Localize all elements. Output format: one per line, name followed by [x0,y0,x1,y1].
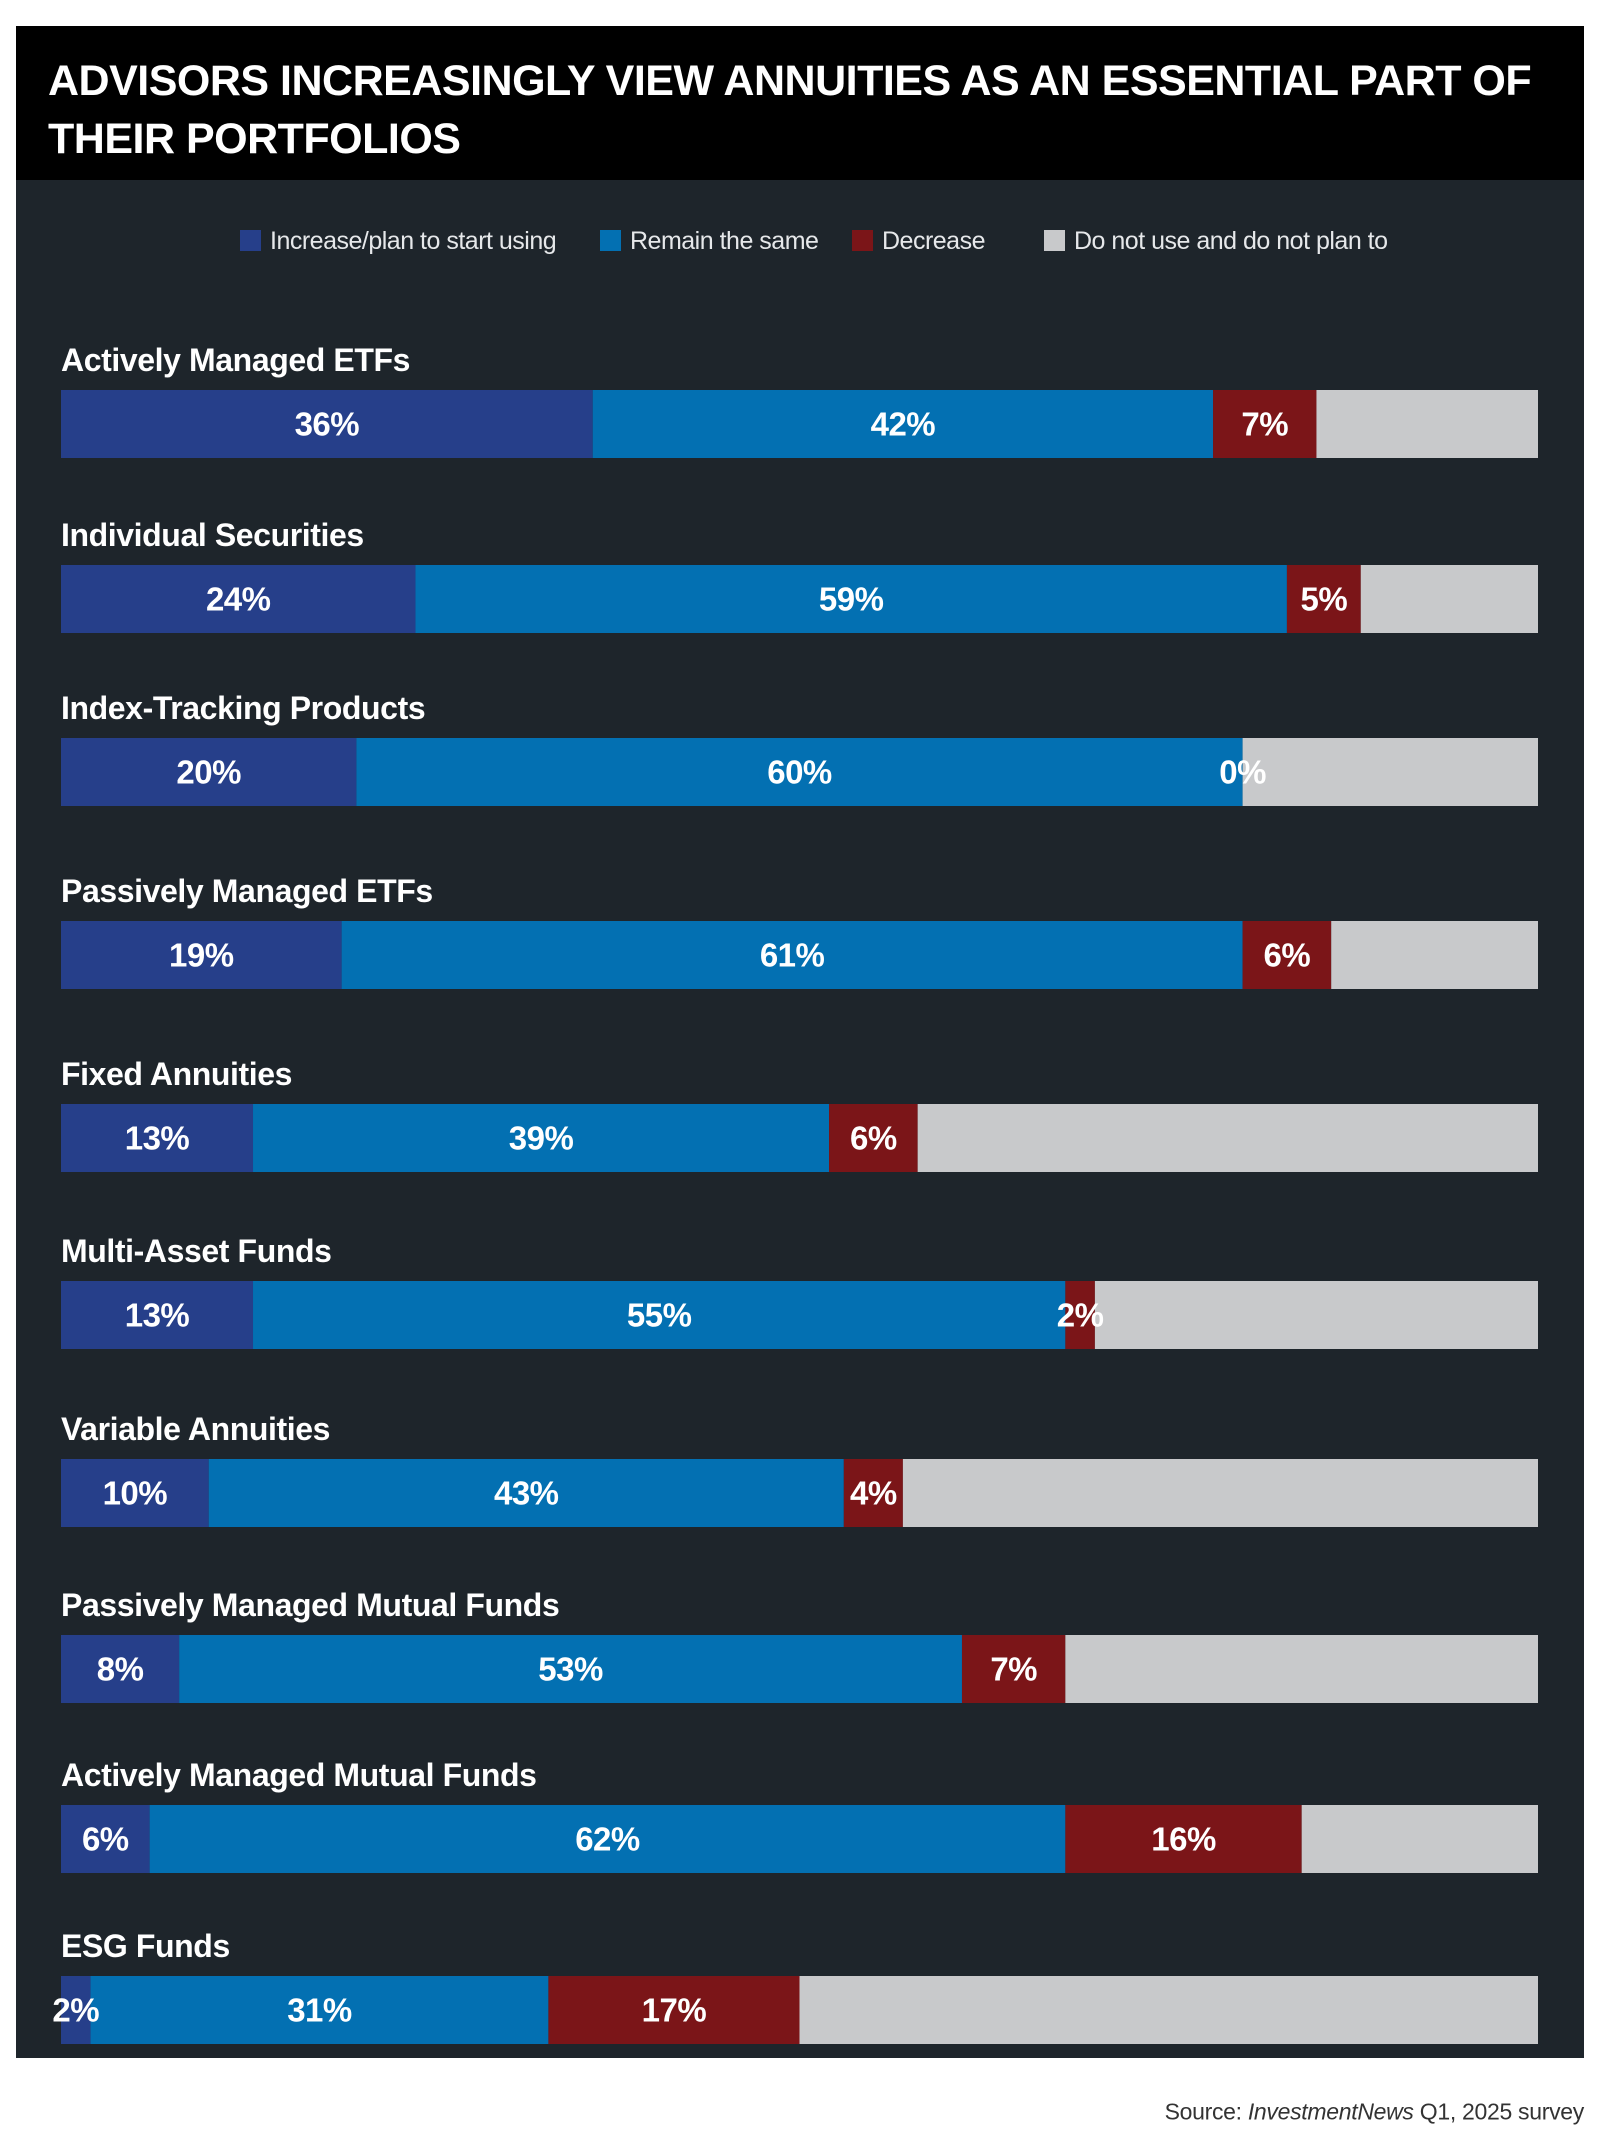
data-label: 4% [850,1475,897,1512]
source-publication: InvestmentNews [1247,2098,1414,2125]
legend-label: Do not use and do not plan to [1074,227,1388,255]
legend-swatch [1044,230,1065,251]
bar-segment [1242,738,1538,806]
chart-panel: Increase/plan to start using Remain the s… [16,180,1584,2058]
source-note: Source: InvestmentNews Q1, 2025 survey [1164,2098,1585,2126]
data-label: 61% [760,937,825,974]
chart-title: ADVISORS INCREASINGLY VIEW ANNUITIES AS … [48,57,1532,163]
bar-segment [1213,390,1317,458]
bar-segment [829,1104,918,1172]
bar-segment [61,738,357,806]
category-label: Individual Securities [61,517,364,553]
bar-segment [1094,1281,1538,1349]
legend-label: Remain the same [630,227,818,255]
bar-segment [356,738,1243,806]
category-label: Actively Managed ETFs [61,342,410,378]
category-label: Actively Managed Mutual Funds [61,1757,537,1793]
bar-segment [149,1805,1066,1873]
stacked-bar-chart: Increase/plan to start using Remain the s… [52,227,1538,2044]
data-label: 13% [125,1297,190,1334]
data-label: 53% [538,1651,603,1688]
bar-segment [1360,565,1538,633]
bar-segment [61,921,342,989]
category-label: Multi-Asset Funds [61,1233,332,1269]
source-suffix: Q1, 2025 survey [1419,2098,1585,2125]
data-label: 10% [103,1475,168,1512]
data-label: 2% [52,1992,99,2029]
bar-segment [61,565,416,633]
bar-segment [1331,921,1538,989]
bar-segment [61,1976,91,2044]
legend-label: Decrease [882,227,985,255]
data-label: 42% [871,406,936,443]
legend-swatch [600,230,621,251]
data-label: 16% [1151,1821,1216,1858]
bar-segment [1316,390,1538,458]
bar-segment [61,390,593,458]
data-label: 5% [1300,581,1347,618]
data-label: 55% [627,1297,692,1334]
data-label: 31% [287,1992,352,2029]
data-label: 19% [169,937,234,974]
bar-segment [61,1805,150,1873]
data-label: 6% [82,1821,129,1858]
legend-swatch [240,230,261,251]
data-label: 7% [1241,406,1288,443]
legend-swatch [852,230,873,251]
category-label: Fixed Annuities [61,1056,292,1092]
data-label: 24% [206,581,271,618]
data-label: 62% [575,1821,640,1858]
bar-segment [961,1635,1066,1703]
data-label: 39% [509,1120,574,1157]
bar-segment [548,1976,800,2044]
data-label: 20% [176,754,241,791]
bar-segment [61,1459,209,1527]
bar-segment [799,1976,1538,2044]
category-label: Passively Managed ETFs [61,873,433,909]
bar-segment [592,390,1214,458]
category-label: Index-Tracking Products [61,690,425,726]
bar-segment [1065,1635,1538,1703]
bar-segment [1301,1805,1538,1873]
data-label: 6% [850,1120,897,1157]
data-label: 43% [494,1475,559,1512]
bar-segment [253,1104,830,1172]
chart-title-bar: ADVISORS INCREASINGLY VIEW ANNUITIES AS … [16,26,1584,180]
data-label: 59% [819,581,884,618]
bar-segment [208,1459,844,1527]
bar-segment [179,1635,962,1703]
bar-segment [1242,921,1332,989]
data-label: 0% [1219,754,1266,791]
bar-segment [61,1281,254,1349]
bar-segment [843,1459,903,1527]
bar-segment [341,921,1243,989]
data-label: 36% [295,406,360,443]
bar-segment [61,1635,180,1703]
bar-segment [90,1976,549,2044]
bar-segment [253,1281,1066,1349]
category-label: Passively Managed Mutual Funds [61,1587,559,1623]
bar-segment [1065,1281,1095,1349]
data-label: 6% [1264,937,1311,974]
bar-segment [902,1459,1538,1527]
data-label: 8% [97,1651,144,1688]
bar-segment [917,1104,1538,1172]
data-label: 60% [767,754,832,791]
category-label: Variable Annuities [61,1411,330,1447]
category-label: ESG Funds [61,1928,230,1964]
legend-label: Increase/plan to start using [270,227,556,255]
bar-segment [61,1104,254,1172]
source-prefix: Source: [1164,2098,1242,2125]
bar-segment [1286,565,1361,633]
data-label: 2% [1057,1297,1104,1334]
data-label: 7% [990,1651,1037,1688]
data-label: 17% [642,1992,707,2029]
bar-segment [1065,1805,1302,1873]
data-label: 13% [125,1120,190,1157]
bar-segment [415,565,1287,633]
